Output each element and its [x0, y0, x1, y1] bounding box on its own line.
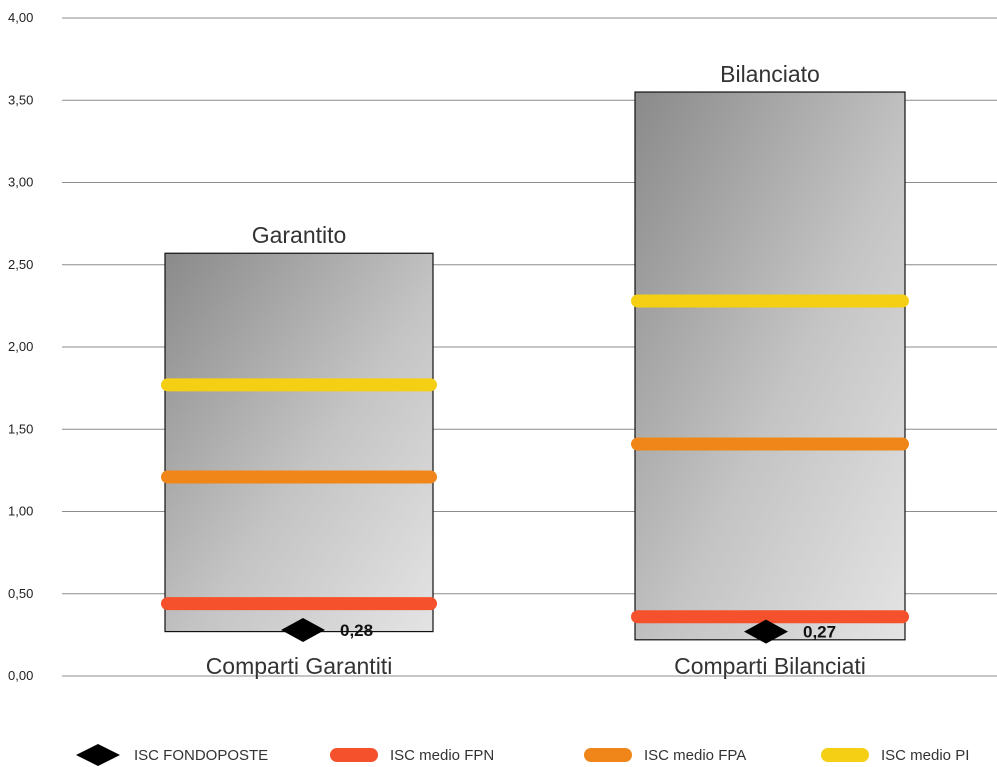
y-tick-label: 2,00 [8, 339, 33, 354]
y-tick-label: 2,50 [8, 257, 33, 272]
legend-label: ISC medio PI [881, 747, 969, 764]
y-tick-label: 3,00 [8, 175, 33, 190]
y-tick-label: 0,00 [8, 668, 33, 683]
diamond-isc-fondoposte-1 [744, 619, 788, 644]
legend-label: ISC medio FPN [390, 747, 494, 764]
legend-item-isc-medio-fpn: ISC medio FPN [330, 747, 494, 764]
value-label-0: 0,28 [340, 621, 373, 640]
range-box-garantito [164, 252, 434, 633]
legend-item-isc-medio-fpa: ISC medio FPA [584, 747, 746, 764]
y-tick-label: 4,00 [8, 10, 33, 25]
y-tick-label: 1,50 [8, 421, 33, 436]
legend-item-isc-medio-pi: ISC medio PI [821, 747, 969, 764]
category-label-comparti-bilanciati: Comparti Bilanciati [674, 653, 866, 679]
series-markers: 0,28 0,27 [281, 617, 836, 644]
legend-label: ISC FONDOPOSTE [134, 747, 268, 764]
box-title-garantito: Garantito [252, 222, 347, 248]
legend-diamond-icon [76, 744, 120, 766]
legend-line-icon [584, 748, 632, 762]
range-box-bilanciato [634, 91, 906, 641]
legend-label: ISC medio FPA [644, 747, 746, 764]
line-isc-medio-fpn-0 [161, 597, 437, 611]
y-axis-ticks: 0,00 0,50 1,00 1,50 2,00 2,50 3,00 3,50 4,00 [8, 10, 33, 683]
series-lines [161, 294, 909, 624]
line-isc-medio-pi-0 [161, 378, 437, 392]
line-isc-medio-pi-1 [631, 294, 909, 308]
line-isc-medio-fpa-0 [161, 470, 437, 484]
line-isc-medio-fpa-1 [631, 437, 909, 451]
box-title-bilanciato: Bilanciato [720, 61, 820, 87]
range-boxes: Garantito Bilanciato [164, 61, 906, 641]
y-tick-label: 1,00 [8, 504, 33, 519]
y-tick-label: 3,50 [8, 92, 33, 107]
legend-item-isc-fondoposte: ISC FONDOPOSTE [76, 744, 268, 766]
y-tick-label: 0,50 [8, 586, 33, 601]
legend: ISC FONDOPOSTE ISC medio FPN ISC medio FPA… [76, 744, 969, 766]
category-labels: Comparti Garantiti Comparti Bilanciati [206, 653, 866, 679]
legend-line-icon [821, 748, 869, 762]
line-isc-medio-fpn-1 [631, 610, 909, 624]
diamond-isc-fondoposte-0 [281, 617, 325, 642]
category-label-comparti-garantiti: Comparti Garantiti [206, 653, 393, 679]
legend-line-icon [330, 748, 378, 762]
value-label-1: 0,27 [803, 623, 836, 642]
